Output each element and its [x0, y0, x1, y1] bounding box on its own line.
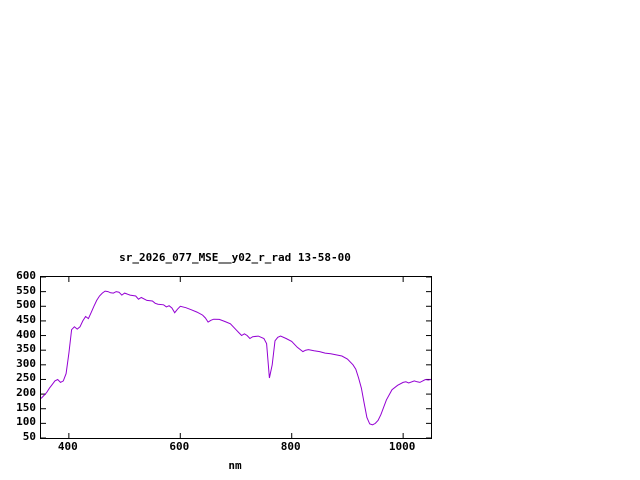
x-tick-label: 800 — [280, 440, 301, 453]
data-line — [41, 290, 431, 426]
y-tick-label: 350 — [16, 342, 36, 356]
chart-title: sr_2026_077_MSE__y02_r_rad 13-58-00 — [119, 251, 351, 264]
y-tick-label: 100 — [16, 415, 36, 429]
y-tick-label: 300 — [16, 356, 36, 370]
plot-svg — [41, 277, 431, 438]
y-tick-label: 50 — [22, 430, 36, 443]
x-tick-label: 600 — [169, 440, 190, 453]
y-tick-label: 250 — [16, 371, 36, 385]
y-tick-label: 600 — [16, 269, 36, 282]
x-axis-label: nm — [228, 459, 242, 472]
x-tick-label: 1000 — [388, 440, 416, 453]
y-tick-label: 150 — [16, 400, 36, 414]
y-tick-label: 450 — [16, 312, 36, 326]
y-tick-label: 500 — [16, 298, 36, 312]
y-tick-label: 550 — [16, 283, 36, 297]
y-tick-label: 400 — [16, 327, 36, 341]
x-tick-label: 400 — [57, 440, 78, 453]
y-tick-label: 200 — [16, 386, 36, 400]
plot-area — [40, 276, 432, 439]
